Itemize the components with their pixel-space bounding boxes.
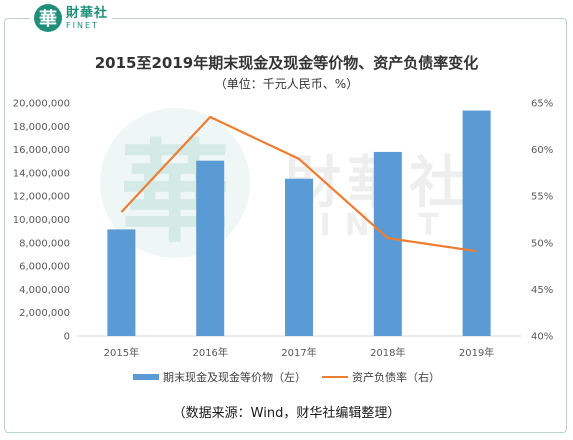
legend-item-line: 资产负债率（右） [322, 369, 440, 385]
brand-name-cn: 財華社 [66, 5, 109, 21]
y-left-tick-label: 18,000,000 [13, 122, 70, 133]
bar [285, 178, 313, 336]
y-left-tick-label: 2,000,000 [19, 308, 70, 319]
bar [373, 151, 402, 336]
legend-swatch-bar [133, 374, 159, 380]
y-left-tick-label: 10,000,000 [13, 215, 70, 226]
y-left-tick-label: 14,000,000 [13, 168, 70, 179]
brand-text: 財華社 FINET [66, 7, 108, 30]
y-right-tick-label: 45% [531, 285, 553, 296]
x-tick-label: 2017年 [281, 346, 316, 359]
y-left-tick-label: 16,000,000 [13, 145, 70, 156]
chart-title: 2015至2019年期末现金及现金等价物、资产负债率变化 [94, 54, 479, 72]
chart-subtitle: （单位：千元人民币、%） [214, 77, 359, 91]
brand-logo: 華 財華社 FINET [30, 2, 113, 34]
chart-frame [4, 18, 567, 433]
y-left-tick-label: 12,000,000 [13, 192, 70, 203]
legend-label-line: 资产负债率（右） [352, 371, 440, 384]
x-tick-label: 2016年 [192, 346, 227, 359]
y-left-tick-label: 8,000,000 [19, 238, 70, 249]
legend-item-bar: 期末现金及现金等价物（左） [133, 369, 306, 385]
y-right-tick-label: 40% [531, 332, 553, 343]
bar [196, 160, 225, 336]
y-left-tick-label: 6,000,000 [19, 262, 70, 273]
bar [107, 229, 136, 336]
bar [462, 110, 491, 336]
x-tick-label: 2015年 [104, 346, 139, 359]
y-right-tick-label: 55% [531, 192, 553, 203]
y-left-tick-label: 0 [64, 332, 70, 343]
legend: 期末现金及现金等价物（左） 资产负债率（右） [0, 369, 573, 385]
brand-seal-icon: 華 [34, 4, 62, 32]
y-right-tick-label: 50% [531, 238, 553, 249]
x-tick-label: 2019年 [459, 346, 494, 359]
y-right-tick-label: 65% [531, 99, 553, 110]
legend-label-bar: 期末现金及现金等价物（左） [163, 371, 306, 384]
y-left-tick-label: 4,000,000 [19, 285, 70, 296]
brand-name-en: FINET [66, 20, 99, 30]
source-note: （数据来源：Wind，财华社编辑整理） [172, 406, 401, 421]
y-right-tick-label: 60% [531, 145, 553, 156]
legend-swatch-line [322, 376, 348, 378]
y-left-tick-label: 20,000,000 [13, 99, 70, 110]
x-tick-label: 2018年 [370, 346, 405, 359]
